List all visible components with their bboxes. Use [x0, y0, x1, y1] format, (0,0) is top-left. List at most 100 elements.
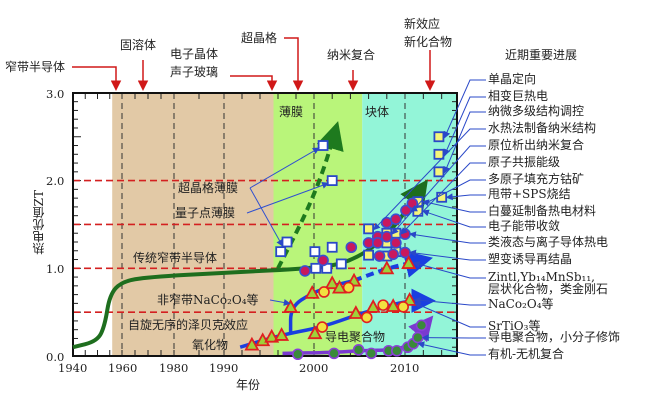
x-tick-label: 1990 — [209, 361, 239, 375]
data-point-square — [317, 140, 329, 151]
pointer-line — [249, 187, 283, 247]
data-point-square — [309, 246, 321, 258]
pointer-line — [445, 193, 486, 201]
data-point-triangle — [331, 279, 347, 294]
recent-progress-item: 导电聚合物，小分子修饰 — [488, 330, 621, 344]
trend-curve — [276, 121, 344, 270]
data-point-triangle — [244, 336, 260, 351]
data-point-square — [335, 258, 347, 270]
pointer-line — [246, 182, 330, 214]
label-superlattice-film: 超晶格薄膜 — [178, 181, 239, 195]
data-point-square — [275, 246, 287, 258]
pointer-line — [443, 79, 486, 139]
recent-progress-item: 单晶定向 — [488, 72, 537, 86]
y-tick-label: 0.0 — [46, 350, 65, 364]
recent-progress-title: 近期重要进展 — [505, 48, 578, 62]
pointer-line — [443, 111, 486, 174]
label-non-narrow: 非窄带NaCo₂O₄等 — [157, 293, 259, 307]
recent-progress-item: 电子能带收敛 — [488, 219, 561, 233]
data-point-circle — [397, 301, 409, 313]
data-point-circle — [345, 241, 358, 254]
region-label-film: 薄膜 — [279, 105, 304, 119]
milestone-label: 窄带半导体 — [5, 60, 66, 74]
milestone-arrow — [72, 66, 122, 91]
data-point-square — [310, 262, 322, 274]
x-tick-label: 1940 — [58, 361, 88, 375]
milestone-label: 新效应 新化合物 — [404, 17, 453, 49]
pointer-line — [409, 249, 486, 261]
recent-progress-item: Zintl,Yb₁₄MnSb₁₁, — [488, 270, 595, 284]
data-point-circle — [299, 265, 311, 277]
data-point-triangle — [274, 327, 290, 341]
data-point-circle — [342, 281, 355, 294]
data-point-triangle — [365, 299, 381, 313]
milestone-arrow — [284, 37, 304, 91]
pointer-line — [413, 302, 486, 328]
x-tick-label: 1960 — [108, 361, 138, 375]
data-point-circle — [360, 311, 373, 324]
plot-frame — [72, 92, 458, 357]
label-polymer: 导电聚合物 — [325, 330, 386, 344]
data-point-triangle — [307, 325, 323, 340]
milestone-label: 电子晶体 声子玻璃 — [170, 47, 219, 79]
pointer-line — [391, 145, 486, 235]
milestone-label: 纳米复合 — [327, 48, 376, 62]
data-point-square — [326, 241, 338, 253]
data-point-square — [363, 249, 375, 261]
data-point-square — [433, 148, 445, 160]
recent-progress-item: 原位析出纳米复合 — [488, 138, 585, 152]
data-point-square — [363, 223, 375, 235]
y-axis-label: 热电优值ZT — [32, 190, 46, 255]
data-point-triangle — [401, 255, 417, 269]
pointer-line — [373, 128, 486, 231]
data-point-circle — [291, 348, 304, 361]
data-point-circle — [391, 344, 403, 357]
data-point-triangle — [348, 305, 364, 319]
data-point-circle — [317, 254, 329, 267]
x-tick-label: 2000 — [299, 361, 329, 375]
data-point-square — [433, 166, 445, 178]
data-point-circle — [365, 347, 378, 360]
region-label-bulk: 块体 — [365, 105, 390, 119]
label-oxide: 氧化物 — [192, 338, 229, 352]
label-quantum-dot-film: 量子点薄膜 — [175, 206, 236, 220]
data-point-circle — [415, 319, 428, 332]
data-point-circle — [380, 230, 393, 243]
data-point-triangle — [324, 275, 340, 290]
recent-progress-item: 类液态与离子导体热电 — [488, 235, 609, 249]
pointer-line — [409, 231, 486, 244]
data-point-triangle — [283, 299, 299, 313]
data-point-circle — [352, 344, 365, 356]
data-point-triangle — [385, 298, 401, 312]
data-point-square — [433, 131, 445, 143]
recent-progress-item: 有机-无机复合 — [488, 347, 565, 361]
recent-progress-item: SrTiO₃等 — [488, 319, 541, 333]
data-point-circle — [387, 248, 399, 261]
pointer-line — [269, 299, 291, 306]
recent-progress-item: 甩带+SPS烧结 — [488, 187, 571, 201]
pointer-line — [410, 179, 486, 212]
milestone-label: 超晶格 — [241, 31, 278, 45]
recent-progress-item: 纳微多级结构调控 — [488, 104, 585, 118]
recent-progress-item: 相变巨热电 — [488, 89, 549, 103]
x-tick-label: 1980 — [159, 361, 189, 375]
data-point-triangle — [402, 291, 418, 306]
pointer-line — [443, 96, 486, 157]
pointer-line — [413, 296, 486, 306]
milestone-label: 固溶体 — [120, 38, 157, 52]
label-traditional: 传统窄带半导体 — [133, 251, 218, 265]
label-spin: 自旋无序的泽贝克效应 — [128, 318, 249, 332]
data-point-circle — [371, 237, 384, 249]
data-point-circle — [390, 237, 402, 249]
data-point-square — [436, 191, 448, 203]
recent-progress-item: 水热法制备纳米结构 — [488, 121, 597, 135]
y-tick-label: 1.0 — [46, 262, 65, 276]
pointer-line — [421, 199, 486, 213]
data-point-circle — [412, 331, 424, 344]
recent-progress-item: 层状化合物，类金刚石 — [488, 282, 609, 296]
recent-progress-item: NaCo₂O₄等 — [488, 297, 554, 311]
data-point-circle — [316, 321, 328, 333]
y-tick-label: 2.0 — [46, 174, 65, 188]
